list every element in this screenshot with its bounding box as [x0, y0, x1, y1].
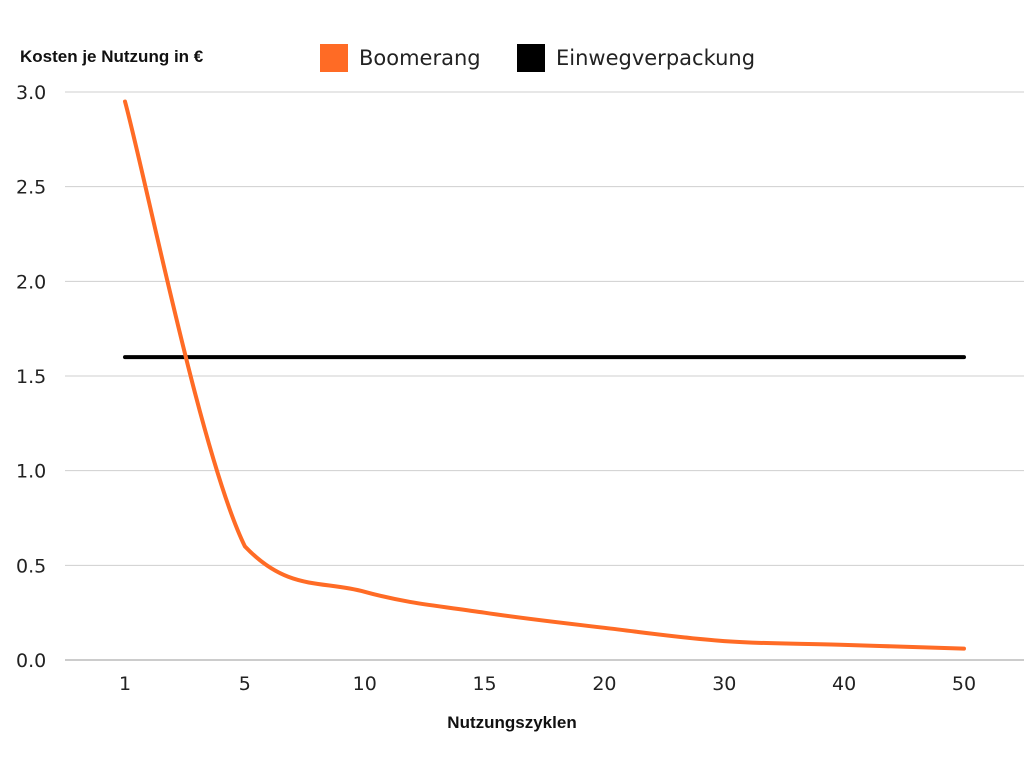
x-tick-label: 40 [832, 673, 856, 695]
series-lines [123, 99, 966, 651]
y-tick-label: 2.0 [16, 271, 46, 293]
x-tick-label: 5 [239, 673, 251, 695]
y-tick-label: 2.5 [16, 177, 46, 199]
x-tick-label: 15 [472, 673, 496, 695]
y-tick-labels: 0.0 0.5 1.0 1.5 2.0 2.5 3.0 [16, 82, 46, 672]
y-tick-label: 3.0 [16, 82, 46, 104]
legend-swatch-boomerang [320, 44, 348, 72]
legend-swatch-einwegverpackung [517, 44, 545, 72]
x-tick-labels: 1 5 10 15 20 30 40 50 [119, 673, 976, 695]
x-axis-title: Nutzungszyklen [447, 713, 576, 732]
x-tick-label: 1 [119, 673, 131, 695]
x-tick-label: 30 [712, 673, 736, 695]
y-tick-label: 0.0 [16, 650, 46, 672]
y-tick-label: 1.0 [16, 461, 46, 483]
y-tick-label: 1.5 [16, 366, 46, 388]
series-line-boomerang [123, 99, 966, 651]
x-tick-label: 20 [592, 673, 616, 695]
x-tick-label: 50 [952, 673, 976, 695]
legend-label-boomerang: Boomerang [359, 46, 481, 70]
y-axis-title: Kosten je Nutzung in € [20, 47, 204, 66]
legend-label-einwegverpackung: Einwegverpackung [556, 46, 755, 70]
gridlines [65, 91, 1024, 661]
x-tick-label: 10 [353, 673, 377, 695]
y-tick-label: 0.5 [16, 555, 46, 577]
legend: Boomerang Einwegverpackung [320, 44, 755, 72]
